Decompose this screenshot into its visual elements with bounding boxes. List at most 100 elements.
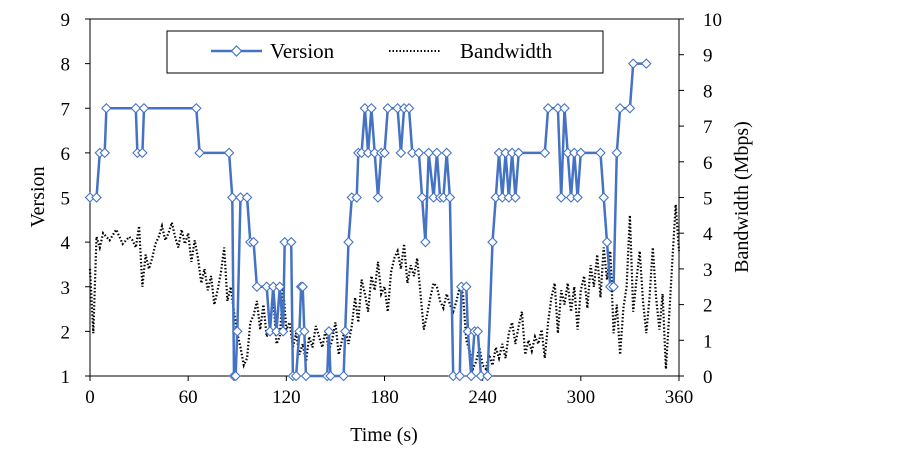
series-version — [84, 58, 652, 382]
y-left-tick-label: 5 — [61, 189, 71, 210]
y-right-tick-label: 1 — [703, 331, 713, 352]
y-right-tick-label: 3 — [703, 260, 713, 281]
x-tick-label: 180 — [370, 387, 399, 408]
y-left-tick-label: 6 — [61, 144, 71, 165]
y-right-tick-label: 2 — [703, 296, 713, 317]
x-tick-label: 60 — [179, 387, 198, 408]
y-left-tick-label: 9 — [61, 10, 71, 31]
y-left-tick-label: 8 — [61, 55, 71, 76]
version-point — [379, 147, 390, 159]
version-point — [431, 147, 443, 159]
version-point — [323, 326, 335, 337]
legend-marker-version — [230, 45, 243, 57]
x-axis-ticks: 0 60 120 180 240 300 360 — [85, 376, 693, 408]
legend-label-bandwidth: Bandwidth — [460, 39, 553, 63]
version-point — [101, 102, 112, 114]
version-point — [444, 192, 456, 203]
x-tick-label: 360 — [665, 387, 694, 408]
version-point — [454, 370, 466, 382]
y-left-tick-label: 3 — [61, 278, 71, 299]
version-point — [297, 281, 308, 293]
version-point — [277, 326, 289, 337]
version-point — [99, 147, 111, 159]
y-right-axis-title: Bandwidth (Mbps) — [731, 121, 753, 273]
y-left-tick-label: 4 — [61, 233, 71, 254]
version-point — [395, 147, 407, 159]
version-point — [223, 147, 235, 159]
version-point — [403, 102, 415, 114]
version-point — [339, 326, 351, 337]
version-point — [138, 102, 150, 114]
version-point — [290, 370, 302, 382]
y-right-tick-label: 9 — [703, 46, 713, 67]
version-point — [351, 192, 362, 203]
x-axis-title: Time (s) — [350, 424, 418, 446]
bandwidth-line — [88, 204, 681, 373]
version-point — [137, 147, 148, 159]
y-right-tick-label: 10 — [703, 10, 722, 31]
version-point — [510, 192, 521, 203]
version-point — [241, 192, 253, 203]
version-point — [230, 370, 241, 382]
version-point — [299, 326, 310, 337]
version-point — [572, 192, 583, 203]
y-right-tick-label: 0 — [703, 367, 713, 388]
version-point — [227, 192, 238, 203]
version-point — [416, 192, 428, 203]
version-point — [559, 102, 570, 114]
version-point — [555, 192, 567, 203]
version-point — [461, 281, 472, 293]
version-point — [472, 326, 484, 337]
version-point — [595, 147, 606, 159]
y-right-tick-label: 8 — [703, 81, 713, 102]
y-left-tick-label: 2 — [61, 322, 71, 343]
x-tick-label: 0 — [85, 387, 95, 408]
version-point — [130, 102, 142, 114]
version-point — [251, 281, 263, 293]
version-point — [601, 236, 613, 248]
x-tick-label: 120 — [272, 387, 301, 408]
y-right-axis-ticks: 0 1 2 3 4 5 6 7 8 9 10 — [679, 10, 722, 388]
legend-label-version: Version — [270, 39, 335, 63]
version-point — [441, 147, 452, 159]
version-point — [539, 147, 551, 159]
y-right-tick-label: 7 — [703, 117, 713, 138]
version-point — [231, 326, 243, 337]
version-point — [285, 236, 297, 248]
version-point — [420, 236, 431, 248]
version-point — [614, 102, 626, 114]
version-point — [372, 192, 384, 203]
version-point — [482, 370, 493, 382]
x-tick-label: 240 — [468, 387, 497, 408]
version-point — [325, 370, 336, 382]
version-point — [513, 147, 524, 159]
version-point — [91, 192, 102, 203]
version-point — [608, 281, 619, 293]
y-right-tick-label: 6 — [703, 153, 713, 174]
version-point — [413, 147, 425, 159]
version-point — [611, 147, 623, 159]
y-left-tick-label: 1 — [61, 367, 71, 388]
version-point — [542, 102, 554, 114]
version-point — [641, 58, 652, 69]
y-left-axis-title: Version — [27, 166, 49, 227]
version-point — [624, 102, 636, 114]
version-point — [300, 370, 312, 382]
version-point — [194, 147, 205, 159]
version-point — [366, 102, 377, 114]
version-point — [487, 236, 498, 248]
version-point — [274, 281, 286, 293]
legend: Version Bandwidth — [166, 30, 604, 74]
version-point — [191, 102, 202, 114]
version-point — [598, 192, 610, 203]
version-point — [627, 58, 639, 69]
y-left-axis-ticks: 1 2 3 4 5 6 7 8 9 — [61, 10, 90, 388]
version-point — [465, 370, 477, 382]
y-right-tick-label: 4 — [703, 224, 713, 245]
version-point — [338, 370, 349, 382]
y-right-tick-label: 5 — [703, 189, 713, 210]
version-point — [382, 102, 394, 114]
y-left-tick-label: 7 — [61, 99, 71, 120]
version-point — [248, 236, 259, 248]
